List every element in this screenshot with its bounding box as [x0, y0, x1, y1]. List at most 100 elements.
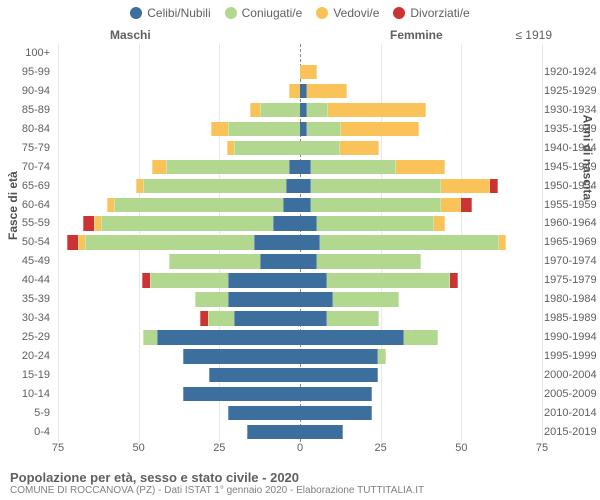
bar-segment [300, 179, 311, 194]
chart-source: COMUNE DI ROCCANOVA (PZ) - Dati ISTAT 1°… [10, 485, 590, 496]
female-bar [300, 406, 372, 421]
bar-segment [300, 103, 307, 118]
female-header: Femmine [390, 28, 443, 42]
bar-segment [300, 254, 317, 269]
bar-segment [461, 198, 472, 213]
age-row: 95-991920-1924 [58, 63, 542, 82]
age-label: 20-24 [0, 350, 50, 362]
female-bar [300, 292, 399, 307]
age-label: 80-84 [0, 123, 50, 135]
age-row: 50-541965-1969 [58, 233, 542, 252]
age-label: 10-14 [0, 388, 50, 400]
age-label: 30-34 [0, 312, 50, 324]
bar-segment [300, 406, 372, 421]
legend-label: Celibi/Nubili [147, 6, 210, 20]
bar-segment [200, 311, 207, 326]
male-bar [211, 122, 300, 137]
birth-year-label: 1925-1929 [544, 85, 600, 97]
male-bar [152, 160, 300, 175]
birth-year-label: 1930-1934 [544, 104, 600, 116]
male-bar [195, 292, 300, 307]
legend-item: Coniugati/e [225, 6, 303, 20]
birth-year-label: 1935-1939 [544, 123, 600, 135]
age-row: 65-691950-1954 [58, 177, 542, 196]
birth-year-label: 1950-1954 [544, 180, 600, 192]
birth-year-label: 1920-1924 [544, 66, 600, 78]
x-tick-label: 25 [213, 442, 225, 454]
age-label: 35-39 [0, 293, 50, 305]
birth-year-label: 1965-1969 [544, 236, 600, 248]
bar-segment [396, 160, 445, 175]
male-bar [183, 387, 300, 402]
bar-segment [333, 292, 399, 307]
male-bar [228, 406, 300, 421]
bar-segment [183, 349, 300, 364]
bar-segment [136, 179, 143, 194]
bar-segment [340, 141, 380, 156]
bar-segment [142, 273, 149, 288]
male-bar [200, 311, 300, 326]
x-tick-label: 50 [133, 442, 145, 454]
male-bar [183, 349, 300, 364]
age-row: 55-591960-1964 [58, 214, 542, 233]
age-label: 0-4 [0, 426, 50, 438]
bar-segment [378, 349, 385, 364]
legend-dot-icon [316, 7, 328, 19]
age-label: 65-69 [0, 180, 50, 192]
female-bar [300, 425, 343, 440]
chart-title: Popolazione per età, sesso e stato civil… [10, 470, 590, 485]
birth-year-label: 1945-1949 [544, 161, 600, 173]
bar-segment [300, 84, 307, 99]
female-bar [300, 368, 378, 383]
age-label: 95-99 [0, 66, 50, 78]
bar-segment [300, 349, 378, 364]
bar-segment [107, 198, 114, 213]
bar-segment [234, 311, 300, 326]
age-row: 45-491970-1974 [58, 252, 542, 271]
x-tick-label: 0 [297, 442, 303, 454]
bar-segment [228, 406, 300, 421]
bar-segment [300, 235, 320, 250]
birth-year-label: 1960-1964 [544, 217, 600, 229]
birth-year-label: 2015-2019 [544, 426, 600, 438]
bar-segment [260, 254, 300, 269]
bar-segment [260, 103, 300, 118]
bar-segment [327, 311, 380, 326]
female-bar [300, 103, 426, 118]
bar-segment [228, 122, 300, 137]
female-bar [300, 65, 317, 80]
bar-segment [317, 216, 434, 231]
birth-year-label: 2010-2014 [544, 407, 600, 419]
birth-year-label: 1940-1944 [544, 142, 600, 154]
bar-segment [227, 141, 234, 156]
bar-segment [234, 141, 300, 156]
birth-year-label: 1990-1994 [544, 331, 600, 343]
population-pyramid-chart: Celibi/NubiliConiugati/eVedovi/eDivorzia… [0, 0, 600, 500]
age-row: 75-791940-1944 [58, 139, 542, 158]
age-label: 90-94 [0, 85, 50, 97]
age-row: 15-192000-2004 [58, 366, 542, 385]
bar-segment [311, 198, 441, 213]
bar-segment [85, 235, 254, 250]
bar-segment [250, 103, 261, 118]
bar-segment [300, 141, 340, 156]
bar-segment [83, 216, 94, 231]
legend-label: Coniugati/e [242, 6, 303, 20]
bar-segment [208, 311, 235, 326]
age-row: 100+ [58, 44, 542, 63]
bar-segment [67, 235, 78, 250]
bar-segment [228, 273, 300, 288]
female-bar [300, 84, 347, 99]
bar-segment [183, 387, 300, 402]
bar-segment [300, 425, 343, 440]
x-axis: 7550250255075 [58, 442, 542, 457]
bar-segment [328, 103, 426, 118]
bar-segment [211, 122, 228, 137]
male-bar [227, 141, 300, 156]
plot-area: 100+95-991920-192490-941925-192985-89193… [58, 44, 542, 442]
bar-segment [441, 179, 490, 194]
age-label: 50-54 [0, 236, 50, 248]
bar-segment [490, 179, 497, 194]
bar-segment [300, 292, 333, 307]
legend-item: Divorziati/e [393, 6, 469, 20]
